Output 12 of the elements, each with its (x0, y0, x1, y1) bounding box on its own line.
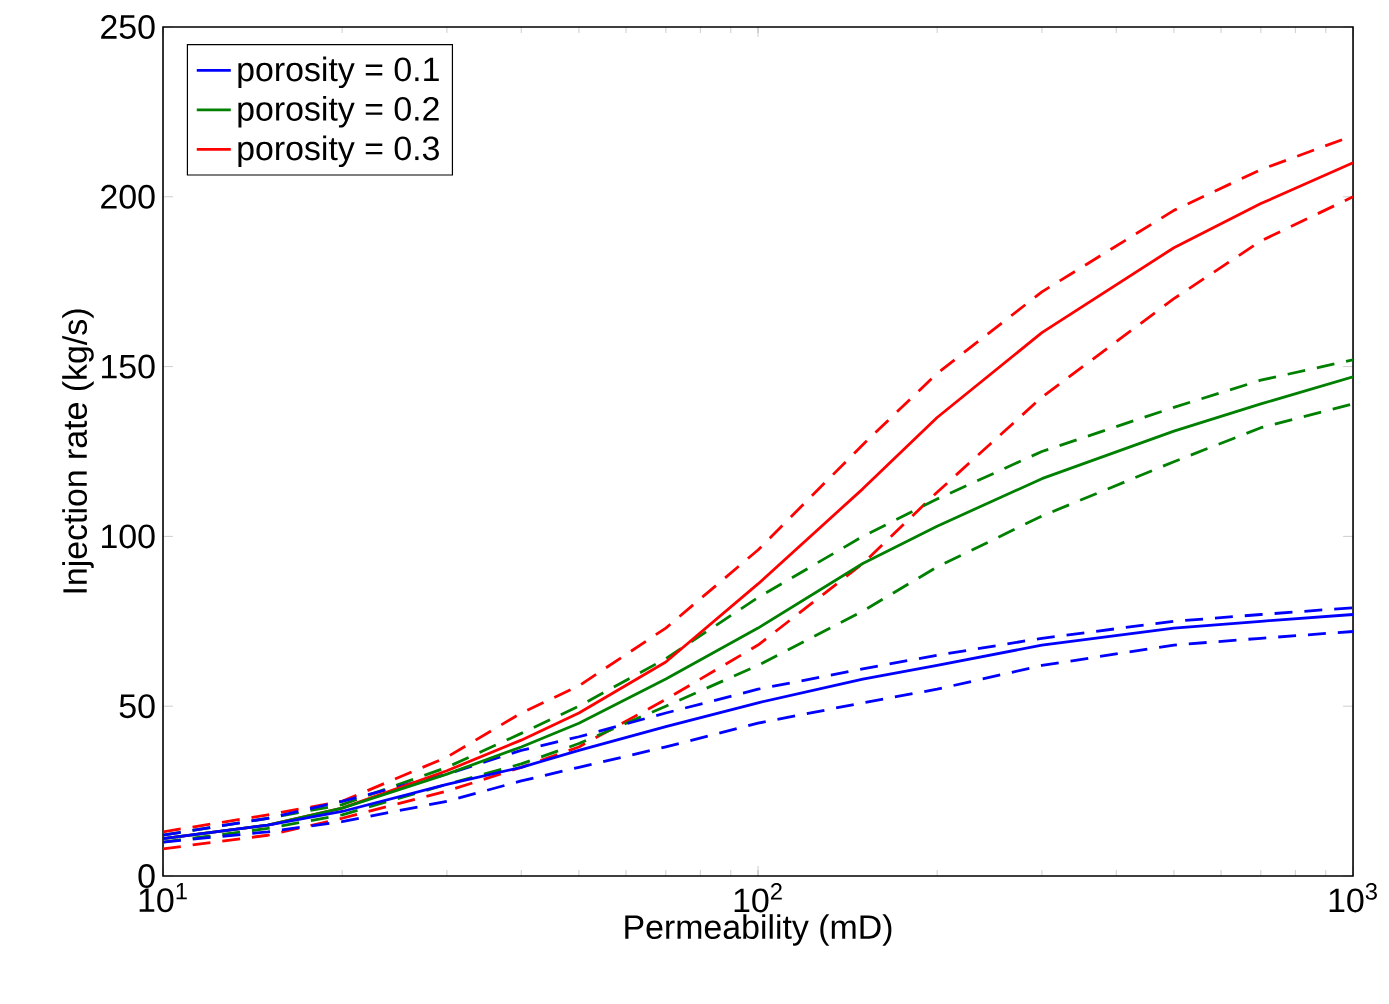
x-tick-label: 10$^{3}$ (1329, 883, 1377, 913)
y-tick-label: 250 (101, 14, 155, 39)
legend-label: porosity = 0.2 (238, 96, 439, 128)
x-tick-label: 10$^{2}$ (734, 883, 782, 913)
y-tick-label: 200 (101, 184, 155, 209)
x-axis-title: Permeability (mD) (625, 914, 892, 946)
y-tick-label: 150 (102, 354, 155, 379)
y-tick-label: 100 (102, 524, 155, 549)
y-tick-label: 50 (119, 694, 155, 719)
legend-label: porosity = 0.3 (238, 135, 439, 168)
y-axis-title: Injection rate (kg/s) (62, 309, 94, 593)
legend-label: porosity = 0.1 (238, 56, 439, 89)
